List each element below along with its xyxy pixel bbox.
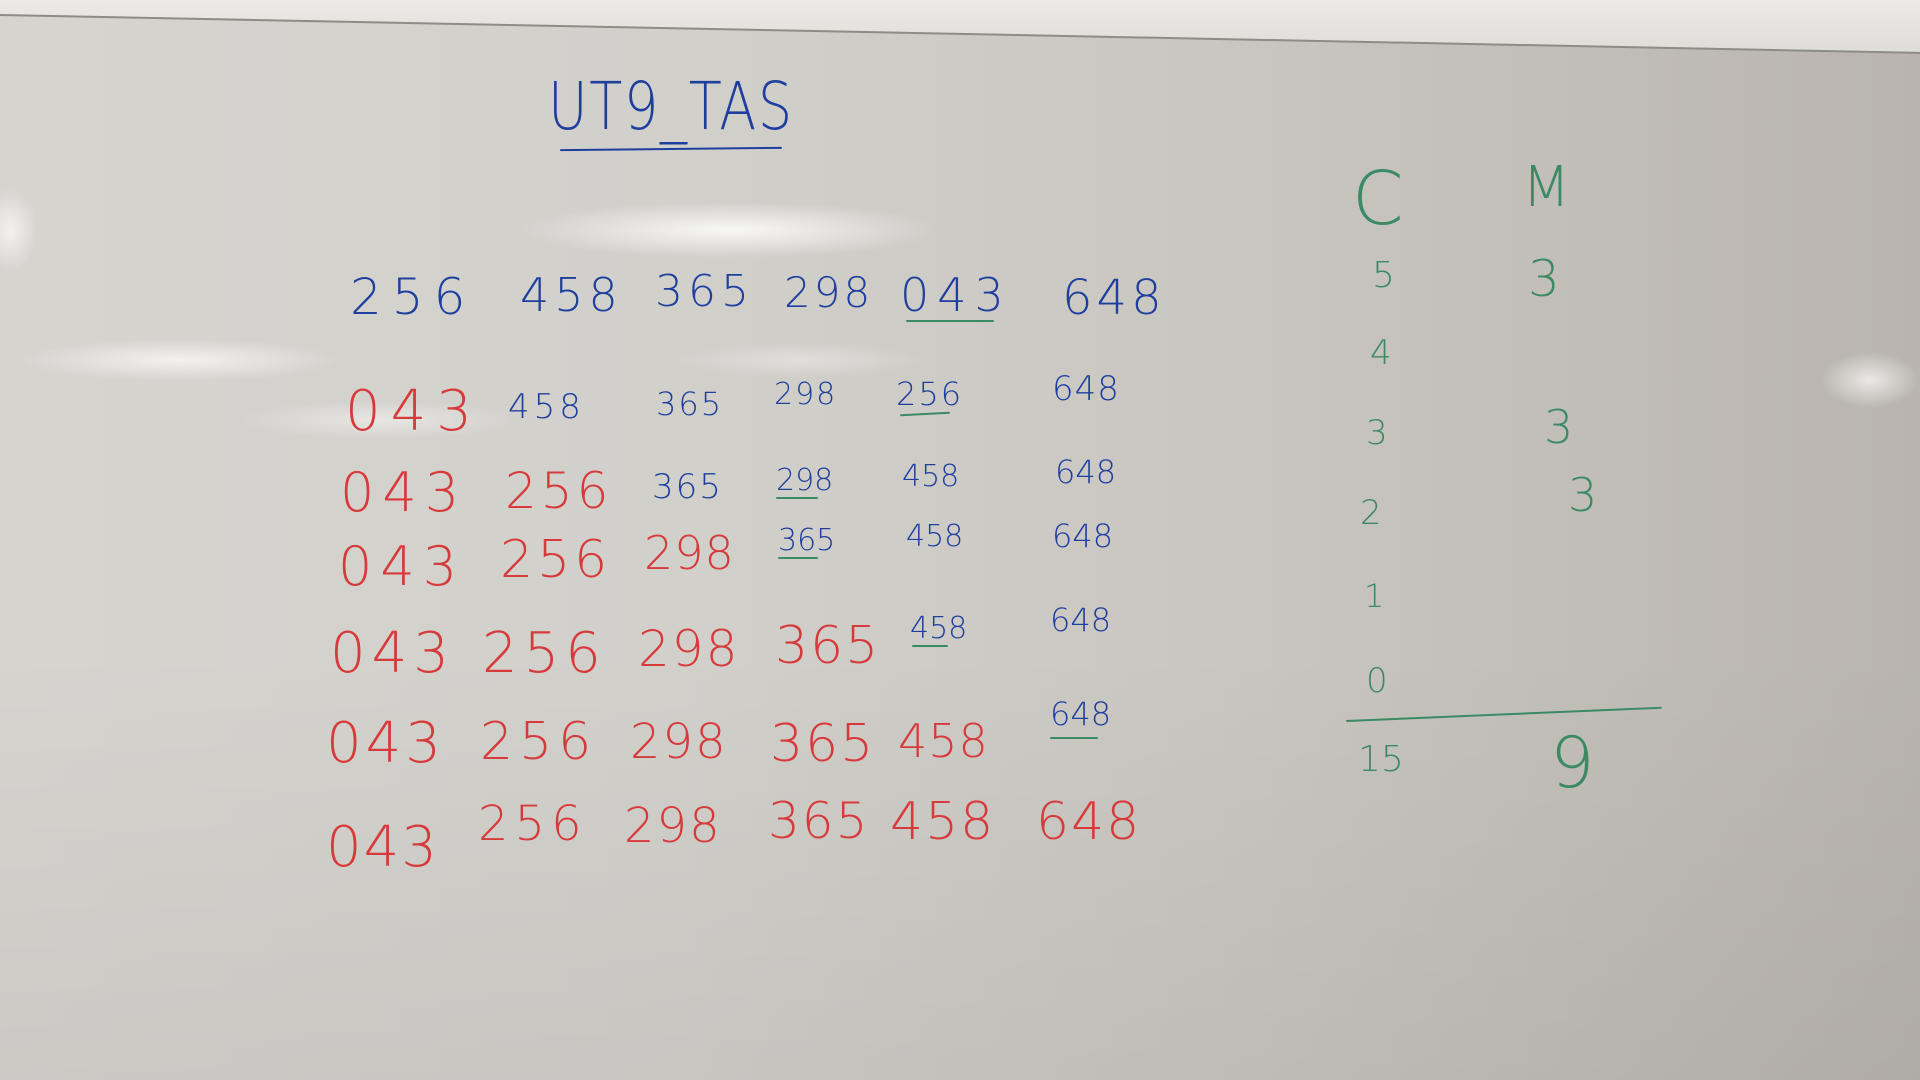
pass3-cell: 648: [1052, 517, 1114, 555]
pass4-cell: 256: [482, 621, 607, 686]
tally-header-c: C: [1352, 156, 1404, 242]
initial-cell: 256: [350, 268, 476, 326]
selected-underline: [776, 497, 818, 499]
tally-total-c: 15: [1358, 739, 1404, 780]
selected-underline: [912, 645, 948, 647]
pass5-cell: 298: [630, 714, 728, 770]
tally-total-m: 9: [1550, 722, 1595, 804]
pass2-cell: 648: [1055, 453, 1117, 491]
initial-cell: 365: [655, 266, 754, 317]
pass5-cell: 256: [480, 712, 598, 772]
pass3-cell: 458: [906, 519, 964, 554]
pass4-cell: 458: [910, 611, 968, 646]
pass4-cell: 043: [330, 621, 455, 686]
pass3-cell: 256: [500, 530, 612, 590]
tally-c-value: 4: [1370, 333, 1392, 373]
pass5-cell: 458: [898, 714, 989, 768]
pass2-cell: 298: [776, 463, 834, 498]
pass4-cell: 365: [775, 616, 881, 676]
pass6-cell: 648: [1036, 792, 1142, 852]
pass6-cell: 043: [326, 815, 439, 880]
pass6-cell: 298: [624, 798, 722, 854]
pass3-cell: 043: [338, 535, 466, 598]
pass1-cell: 298: [774, 377, 838, 412]
pass2-cell: 256: [505, 462, 613, 520]
pass4-cell: 648: [1050, 601, 1112, 639]
pass4-cell: 298: [638, 620, 740, 678]
pass2-cell: 365: [652, 467, 723, 507]
pass1-cell: 365: [656, 385, 724, 423]
pass5-cell: 365: [770, 714, 876, 774]
pass6-cell: 256: [478, 796, 588, 852]
initial-cell: 298: [784, 268, 874, 317]
selected-underline: [778, 557, 818, 559]
initial-cell: 458: [520, 268, 623, 322]
tally-c-value: 3: [1366, 413, 1388, 453]
pass5-cell: 043: [326, 711, 445, 776]
pass1-cell: 256: [896, 375, 964, 413]
board-title: UT9_TAS: [548, 68, 794, 145]
pass2-cell: 458: [902, 459, 960, 494]
pass1-cell: 043: [345, 379, 482, 444]
selected-underline: [906, 320, 994, 322]
tally-c-value: 0: [1366, 661, 1388, 701]
pass5-cell: 648: [1050, 695, 1112, 733]
initial-cell: 043: [900, 268, 1012, 322]
tally-c-value: 1: [1364, 577, 1385, 615]
pass3-cell: 365: [778, 523, 836, 558]
selected-underline: [1050, 737, 1098, 739]
initial-cell: 648: [1062, 270, 1166, 326]
tally-m-value: 3: [1528, 250, 1560, 308]
pass3-cell: 298: [644, 526, 735, 580]
tally-m-value: 3: [1568, 468, 1598, 522]
tally-header-m: M: [1522, 155, 1571, 220]
tally-c-value: 5: [1372, 255, 1395, 296]
tally-m-value: 3: [1544, 400, 1574, 454]
pass1-cell: 648: [1052, 369, 1120, 409]
pass2-cell: 043: [340, 461, 468, 524]
pass6-cell: 365: [768, 792, 870, 850]
tally-c-value: 2: [1360, 493, 1382, 533]
pass1-cell: 458: [508, 387, 585, 427]
pass6-cell: 458: [890, 792, 996, 852]
